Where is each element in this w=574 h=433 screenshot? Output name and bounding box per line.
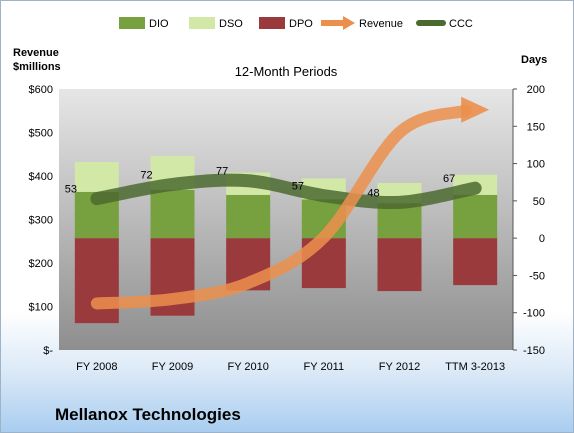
y-right-tick-label: 100: [527, 159, 545, 171]
dso-bar: [74, 162, 119, 192]
revenue-series: [90, 96, 490, 310]
ccc-line: [90, 173, 482, 210]
x-tick-label: FY 2012: [379, 361, 420, 373]
legend-dio-swatch: [119, 17, 145, 29]
y-right-tick-label: 200: [527, 84, 545, 96]
legend-dpo-label: DPO: [289, 18, 313, 30]
y-left-tick-label: $600: [29, 84, 53, 96]
dpo-bar: [74, 238, 119, 324]
x-tick-label: FY 2009: [152, 361, 193, 373]
y-right-tick-label: 150: [527, 121, 545, 133]
x-tick-label: FY 2008: [76, 361, 117, 373]
revenue-arrowhead: [461, 96, 490, 123]
y-right-tick-label: 0: [539, 233, 545, 245]
y-right-axis: -150 -100 -50 0 50 100 150 200: [512, 84, 545, 357]
y-left-tick-label: $200: [29, 258, 53, 270]
y-left-label-line2: $millions: [13, 61, 61, 73]
legend-ccc-label: CCC: [449, 18, 473, 30]
y-left-axis: $- $100 $200 $300 $400 $500 $600: [29, 84, 54, 357]
ccc-data-label: 57: [292, 181, 304, 193]
legend-revenue-arrowhead: [343, 16, 355, 30]
y-right-tick-label: 50: [533, 196, 545, 208]
x-axis: FY 2008 FY 2009 FY 2010 FY 2011 FY 2012 TTM 3…: [76, 361, 505, 373]
x-tick-label: TTM 3-2013: [445, 361, 505, 373]
dio-bar: [453, 194, 498, 239]
y-left-tick-label: $400: [29, 171, 53, 183]
company-name: Mellanox Technologies: [55, 405, 241, 424]
ccc-data-label: 53: [65, 184, 77, 196]
dio-bar: [150, 189, 195, 239]
chart-title: 12-Month Periods: [235, 64, 338, 79]
ccc-data-label: 67: [443, 173, 455, 185]
ccc-data-label: 48: [367, 187, 379, 199]
ccc-series: 53 72 77 57 48 67: [65, 166, 482, 210]
x-tick-label: FY 2010: [227, 361, 268, 373]
dpo-bar: [453, 238, 498, 286]
y-right-tick-label: -150: [523, 345, 545, 357]
x-tick-label: FY 2011: [304, 361, 345, 373]
legend-dio-label: DIO: [149, 18, 169, 30]
plot-area: [59, 89, 513, 350]
legend-dso-swatch: [189, 17, 215, 29]
y-left-tick-label: $500: [29, 128, 53, 140]
ccc-data-label: 77: [216, 166, 228, 178]
y-right-tick-label: -50: [529, 270, 545, 282]
legend-dpo-swatch: [259, 17, 285, 29]
y-left-tick-label: $-: [43, 345, 53, 357]
dpo-bar: [377, 238, 422, 292]
dio-bar: [226, 194, 271, 239]
y-left-label-line1: Revenue: [13, 47, 59, 59]
legend: DIO DSO DPO Revenue CCC: [119, 16, 473, 30]
y-left-tick-label: $300: [29, 215, 53, 227]
y-right-label: Days: [521, 54, 547, 66]
legend-revenue-label: Revenue: [359, 18, 403, 30]
y-left-tick-label: $100: [29, 302, 53, 314]
revenue-line: [90, 104, 472, 310]
ccc-data-label: 72: [140, 169, 152, 181]
legend-dso-label: DSO: [219, 18, 243, 30]
y-right-tick-label: -100: [523, 308, 545, 320]
